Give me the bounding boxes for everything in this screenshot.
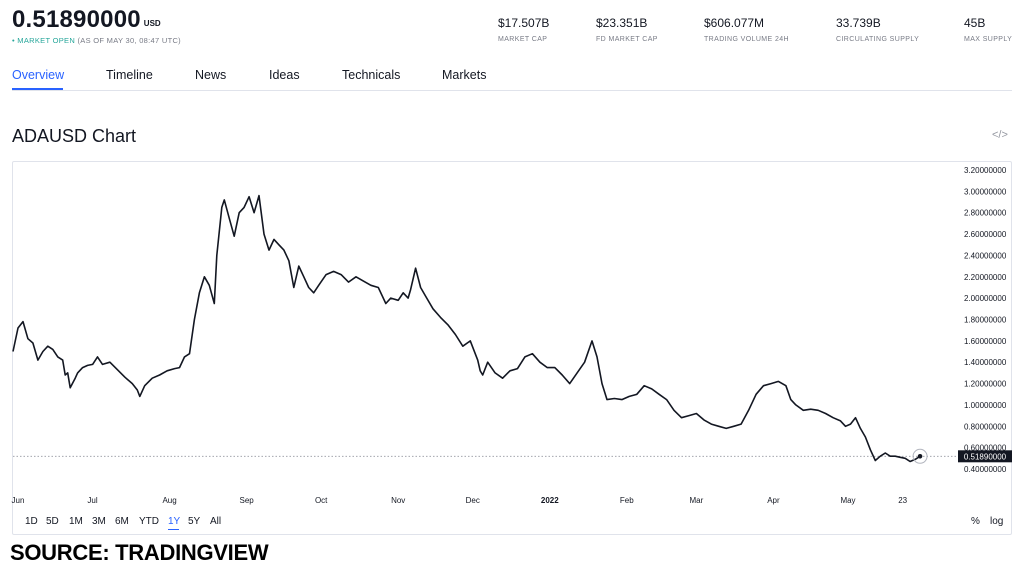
- last-point-dot: [917, 454, 923, 459]
- y-tick-label: 0.40000000: [964, 465, 1007, 474]
- stat-value: 33.739B: [836, 16, 881, 30]
- range-5y[interactable]: 5Y: [188, 516, 201, 527]
- x-tick-label: Dec: [466, 496, 480, 505]
- active-tab-indicator: [12, 88, 63, 90]
- market-open-indicator: • MARKET OPEN: [12, 36, 76, 45]
- y-tick-label: 1.80000000: [964, 316, 1007, 325]
- stat-market-cap: $17.507B MARKET CAP: [498, 16, 549, 43]
- stat-value: $17.507B: [498, 16, 550, 30]
- stat-label: TRADING VOLUME 24H: [704, 36, 789, 43]
- range-5d[interactable]: 5D: [46, 516, 59, 527]
- tab-ideas[interactable]: Ideas: [269, 68, 300, 82]
- tab-news[interactable]: News: [195, 68, 227, 82]
- x-tick-label: Nov: [391, 496, 405, 505]
- tab-bar: Overview Timeline News Ideas Technicals …: [12, 68, 1012, 92]
- percent-scale-button[interactable]: %: [971, 516, 980, 527]
- last-value-label-bg: [958, 450, 1012, 463]
- range-1y[interactable]: 1Y: [168, 516, 181, 527]
- y-tick-label: 1.40000000: [964, 358, 1007, 367]
- y-tick-label: 1.20000000: [964, 380, 1007, 389]
- stat-value: $606.077M: [704, 16, 765, 30]
- price-line: 0.51890000 USD: [12, 6, 181, 34]
- code-icon[interactable]: </>: [992, 129, 1008, 141]
- y-tick-label: 0.80000000: [964, 422, 1007, 431]
- y-tick-label: 1.00000000: [964, 401, 1007, 410]
- price-currency: USD: [143, 19, 161, 28]
- stat-circulating-supply: 33.739B CIRCULATING SUPPLY: [836, 16, 919, 43]
- y-tick-label: 3.20000000: [964, 166, 1007, 175]
- tab-markets[interactable]: Markets: [442, 68, 487, 82]
- x-tick-label: 2022: [541, 496, 559, 505]
- stat-fd-market-cap: $23.351B FD MARKET CAP: [596, 16, 658, 43]
- y-tick-label: 0.60000000: [964, 444, 1007, 453]
- stat-label: CIRCULATING SUPPLY: [836, 36, 920, 43]
- market-status: • MARKET OPEN (AS OF MAY 30, 08:47 UTC): [12, 36, 181, 45]
- stat-label: MAX SUPPLY: [964, 36, 1013, 43]
- y-tick-label: 2.20000000: [964, 273, 1007, 282]
- y-tick-label: 2.40000000: [964, 251, 1007, 260]
- stat-max-supply: 45B MAX SUPPLY: [964, 16, 1012, 43]
- tabs-divider: [12, 90, 1012, 91]
- x-tick-label: Aug: [162, 496, 176, 505]
- log-scale-button[interactable]: log: [990, 516, 1004, 527]
- market-status-time: (AS OF MAY 30, 08:47 UTC): [77, 36, 181, 45]
- tab-timeline[interactable]: Timeline: [106, 68, 153, 82]
- stat-value: 45B: [964, 16, 986, 30]
- y-tick-label: 2.00000000: [964, 294, 1007, 303]
- range-1d[interactable]: 1D: [25, 516, 38, 527]
- stat-label: MARKET CAP: [498, 36, 548, 43]
- price-block: 0.51890000 USD • MARKET OPEN (AS OF MAY 3…: [12, 6, 181, 45]
- y-tick-label: 2.60000000: [964, 230, 1007, 239]
- range-3m[interactable]: 3M: [92, 516, 106, 527]
- y-tick-label: 3.00000000: [964, 187, 1007, 196]
- x-tick-label: Jul: [87, 496, 97, 505]
- x-tick-label: Mar: [690, 496, 704, 505]
- last-point-ring: [912, 448, 928, 464]
- x-tick-label: Apr: [767, 496, 780, 505]
- tab-technicals[interactable]: Technicals: [342, 68, 401, 82]
- x-tick-label: Sep: [240, 496, 255, 505]
- chart-frame: [12, 161, 1012, 535]
- range-1m[interactable]: 1M: [69, 516, 83, 527]
- stat-label: FD MARKET CAP: [596, 36, 658, 43]
- x-tick-label: May: [840, 496, 855, 505]
- price-line: [12, 194, 921, 463]
- key-stats: $17.507B MARKET CAP $23.351B FD MARKET C…: [0, 16, 1024, 50]
- y-tick-label: 2.80000000: [964, 209, 1007, 218]
- x-tick-label: 23: [898, 496, 907, 505]
- active-range-indicator: [168, 529, 179, 530]
- current-price: 0.51890000: [12, 6, 141, 33]
- stat-value: $23.351B: [596, 16, 648, 30]
- x-tick-label: Feb: [620, 496, 634, 505]
- range-6m[interactable]: 6M: [115, 516, 129, 527]
- y-tick-label: 1.60000000: [964, 337, 1007, 346]
- last-value-label: 0.51890000: [964, 452, 1007, 461]
- stat-trading-volume: $606.077M TRADING VOLUME 24H: [704, 16, 789, 43]
- x-tick-label: Jun: [12, 496, 25, 505]
- chart-title: ADAUSD Chart: [12, 126, 137, 146]
- x-tick-label: Oct: [315, 496, 328, 505]
- source-caption: SOURCE: TRADINGVIEW: [10, 540, 269, 565]
- tab-overview[interactable]: Overview: [12, 68, 65, 82]
- range-ytd[interactable]: YTD: [139, 516, 159, 527]
- range-all[interactable]: All: [210, 516, 222, 527]
